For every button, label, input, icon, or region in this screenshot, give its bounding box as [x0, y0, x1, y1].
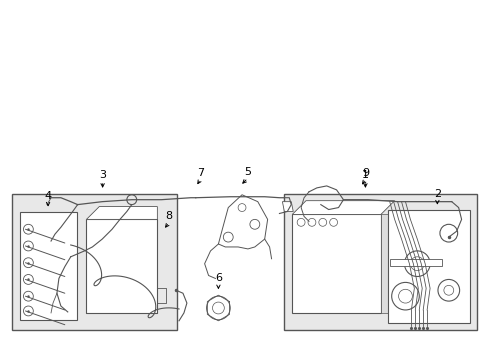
Polygon shape: [292, 201, 394, 215]
Polygon shape: [389, 259, 441, 266]
Polygon shape: [282, 202, 293, 212]
Bar: [387, 210, 469, 323]
Bar: [292, 215, 380, 313]
Bar: [86, 219, 157, 313]
Text: 6: 6: [214, 273, 222, 283]
Polygon shape: [218, 195, 267, 249]
Text: 3: 3: [99, 170, 106, 180]
Text: 4: 4: [44, 191, 52, 201]
Bar: [12, 194, 177, 330]
Text: 8: 8: [165, 211, 172, 221]
Text: 7: 7: [197, 168, 204, 178]
Bar: [284, 194, 476, 330]
Bar: [20, 212, 77, 320]
Polygon shape: [86, 207, 157, 219]
Text: 9: 9: [362, 168, 369, 178]
Polygon shape: [380, 215, 394, 313]
Text: 1: 1: [361, 170, 368, 180]
Text: 2: 2: [433, 189, 440, 199]
Text: 5: 5: [244, 167, 251, 177]
